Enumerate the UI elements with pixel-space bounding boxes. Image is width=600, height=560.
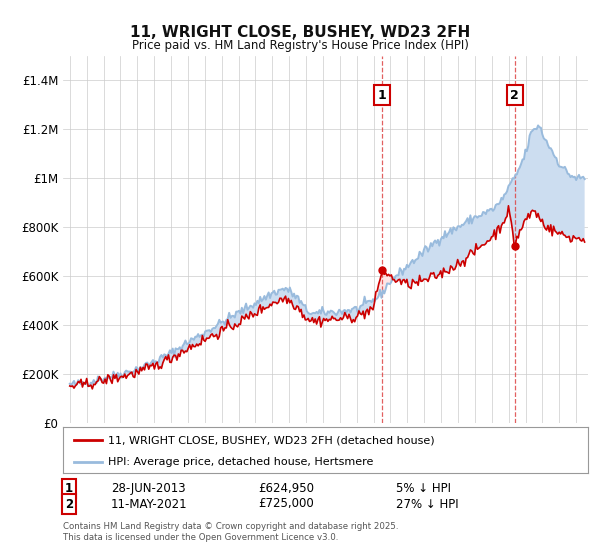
- Text: HPI: Average price, detached house, Hertsmere: HPI: Average price, detached house, Hert…: [107, 457, 373, 466]
- Text: 28-JUN-2013: 28-JUN-2013: [111, 482, 185, 495]
- Text: This data is licensed under the Open Government Licence v3.0.: This data is licensed under the Open Gov…: [63, 533, 338, 542]
- Text: 2: 2: [511, 88, 519, 101]
- Text: 27% ↓ HPI: 27% ↓ HPI: [396, 497, 458, 511]
- Text: 11-MAY-2021: 11-MAY-2021: [111, 497, 188, 511]
- Text: Price paid vs. HM Land Registry's House Price Index (HPI): Price paid vs. HM Land Registry's House …: [131, 39, 469, 52]
- Text: 2: 2: [65, 497, 73, 511]
- Text: 11, WRIGHT CLOSE, BUSHEY, WD23 2FH (detached house): 11, WRIGHT CLOSE, BUSHEY, WD23 2FH (deta…: [107, 435, 434, 445]
- Text: 1: 1: [65, 482, 73, 495]
- Text: 1: 1: [377, 88, 386, 101]
- Text: 11, WRIGHT CLOSE, BUSHEY, WD23 2FH: 11, WRIGHT CLOSE, BUSHEY, WD23 2FH: [130, 25, 470, 40]
- Text: £624,950: £624,950: [258, 482, 314, 495]
- Text: 5% ↓ HPI: 5% ↓ HPI: [396, 482, 451, 495]
- Text: £725,000: £725,000: [258, 497, 314, 511]
- Text: Contains HM Land Registry data © Crown copyright and database right 2025.: Contains HM Land Registry data © Crown c…: [63, 522, 398, 531]
